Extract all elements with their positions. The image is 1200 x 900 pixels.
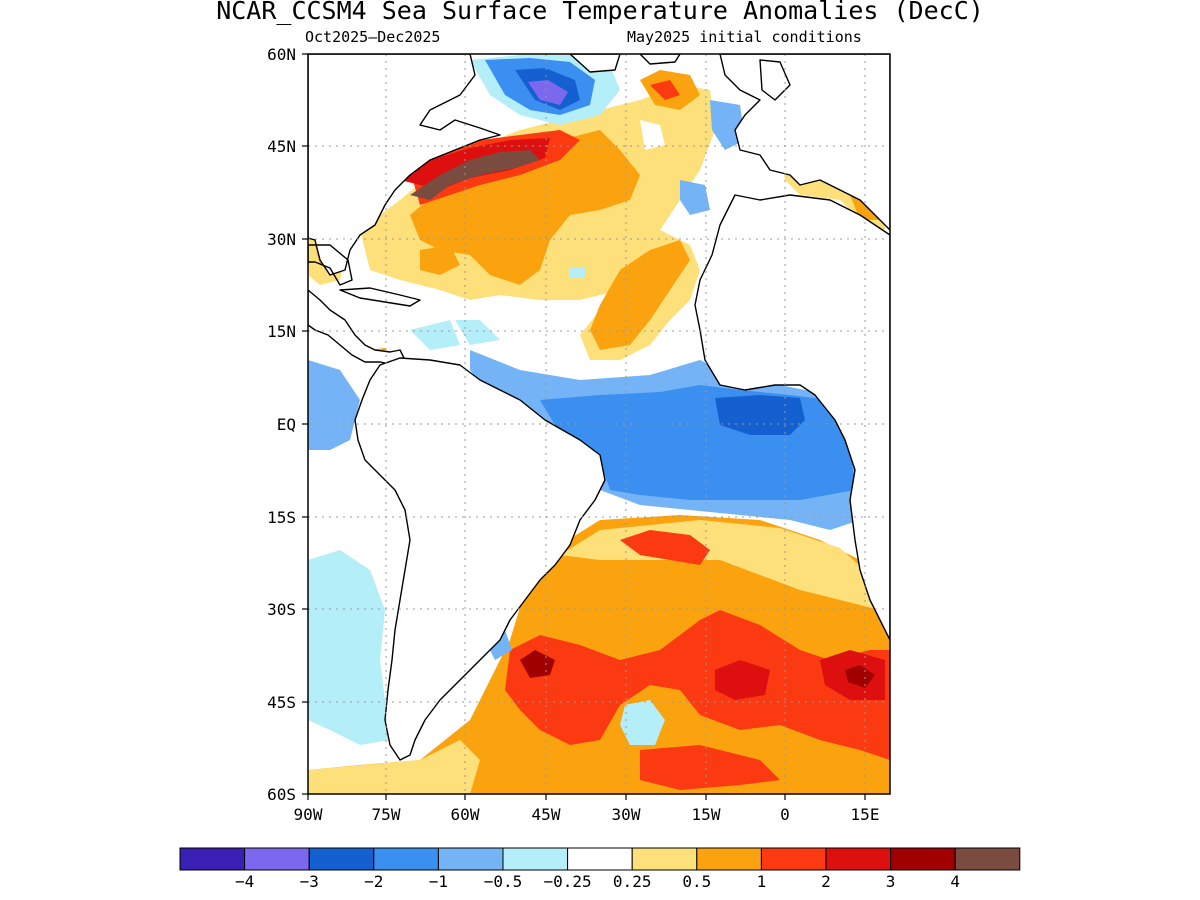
colorbar-swatch: [502, 847, 569, 871]
axis-ticks: [302, 53, 866, 800]
lat-label: 60N: [267, 45, 296, 64]
caribbean-islands: [339, 287, 421, 307]
africa-land: [694, 194, 890, 641]
colorbar-swatch: [308, 847, 375, 871]
lon-label: 0: [780, 805, 790, 824]
british-isles: [759, 59, 791, 101]
europe-land: [719, 54, 890, 231]
colorbar-label: −4: [235, 872, 254, 891]
colorbar-label: 3: [886, 872, 896, 891]
colorbar-swatch: [179, 847, 246, 871]
colorbar-label: −0.25: [544, 872, 592, 891]
colorbar-swatch: [437, 847, 504, 871]
lon-label: 90W: [294, 805, 323, 824]
lat-label: 45N: [267, 137, 296, 156]
colorbar-label: 0.25: [613, 872, 652, 891]
south-atlantic-hot-patch: [505, 610, 890, 760]
lon-label: 15E: [851, 805, 880, 824]
lat-label: 60S: [267, 785, 296, 804]
colorbar-swatch: [760, 847, 827, 871]
map-title: NCAR_CCSM4 Sea Surface Temperature Anoma…: [216, 0, 984, 25]
lon-label: 60W: [451, 805, 480, 824]
north-america-land: [308, 54, 501, 276]
colorbar-label: −3: [300, 872, 319, 891]
colorbar-label: −0.5: [484, 872, 523, 891]
colorbar-label: −1: [429, 872, 448, 891]
lat-label: 15S: [267, 508, 296, 527]
colorbar-swatch: [244, 847, 310, 871]
lon-label: 30W: [612, 805, 641, 824]
iceland: [639, 54, 681, 65]
colorbar-swatch: [825, 847, 892, 871]
lon-label: 75W: [372, 805, 401, 824]
lat-label: EQ: [277, 415, 296, 434]
colorbar-swatch: [631, 847, 698, 871]
graticule: [308, 54, 890, 794]
south-america-land: [354, 357, 606, 761]
colorbar-swatch: [890, 847, 956, 871]
colorbar-label: 4: [950, 872, 960, 891]
initial-conditions: May2025 initial conditions: [627, 28, 862, 46]
colorbar-swatch: [373, 847, 439, 871]
colorbar-label: −2: [364, 872, 383, 891]
latitude-labels: 60N 45N 30N 15N EQ 15S 30S 45S 60S: [267, 45, 296, 804]
colorbar-label: 0.5: [682, 872, 711, 891]
colorbar-legend: −4 −3 −2 −1 −0.5 −0.25 0.25 0.5 1 2 3 4: [179, 847, 1021, 891]
lon-label: 15W: [692, 805, 721, 824]
colorbar-swatch: [954, 847, 1021, 871]
colorbar-swatch: [567, 847, 633, 871]
lat-label: 30S: [267, 600, 296, 619]
lat-label: 30N: [267, 230, 296, 249]
greenland-land: [569, 54, 621, 73]
colorbar-label: 2: [821, 872, 831, 891]
forecast-period: Oct2025–Dec2025: [305, 28, 441, 46]
colorbar-swatch: [696, 847, 762, 871]
lon-label: 45W: [532, 805, 561, 824]
land-masses: [308, 54, 890, 761]
longitude-labels: 90W 75W 60W 45W 30W 15W 0 15E: [294, 805, 880, 824]
colorbar-label: 1: [757, 872, 767, 891]
lat-label: 15N: [267, 322, 296, 341]
florida-gulf-coast: [308, 244, 353, 286]
lat-label: 45S: [267, 693, 296, 712]
